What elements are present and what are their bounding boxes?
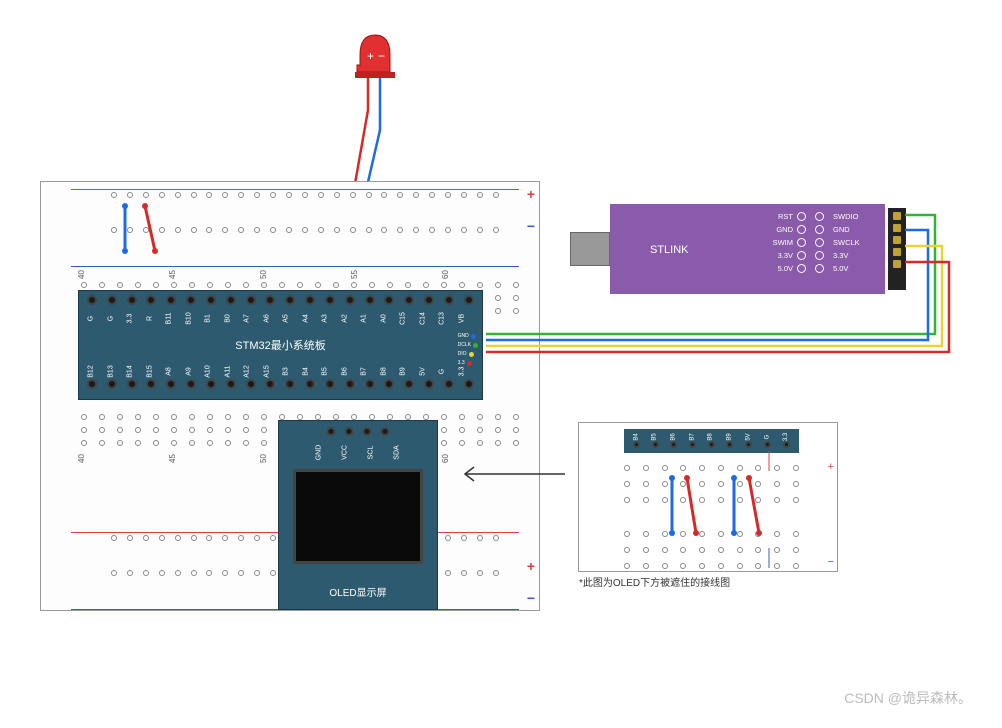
svg-text:+: + xyxy=(367,49,374,63)
rail-minus-bot: − xyxy=(527,590,535,606)
oled-module: GNDVCCSCLSDA OLED显示屏 xyxy=(278,420,438,610)
oled-title: OLED显示屏 xyxy=(329,584,386,599)
stlink-usb-connector xyxy=(570,232,610,266)
stlink-programmer: STLINK RSTSWDIOGNDGNDSWIMSWCLK3.3V3.3V5.… xyxy=(610,204,885,294)
rail-plus-bot: + xyxy=(527,558,535,574)
stm32-board: STM32最小系统板 GG3.3RB11B10B1B0A7A6A5A4A3A2A… xyxy=(78,290,483,400)
inset-wires xyxy=(579,423,839,573)
stm32-title: STM32最小系统板 xyxy=(235,337,325,353)
oled-pin-row xyxy=(327,427,390,436)
inset-caption: *此图为OLED下方被遮住的接线图 xyxy=(579,574,730,589)
svg-text:−: − xyxy=(378,49,385,63)
wiring-detail-inset: B4B5B6B7B8B95VG3.3 + − *此图为OLED下方被遮住的接线图 xyxy=(578,422,838,572)
oled-screen xyxy=(293,469,423,564)
watermark: CSDN @诡异森林。 xyxy=(844,688,972,708)
arrow-icon xyxy=(460,464,570,484)
stlink-pin-grid: RSTSWDIOGNDGNDSWIMSWCLK3.3V3.3V5.0V5.0V xyxy=(753,212,873,273)
rail-plus-top: + xyxy=(527,186,535,202)
jumper-wires-left xyxy=(115,196,175,296)
stlink-output-header xyxy=(888,208,906,290)
stlink-title: STLINK xyxy=(650,244,689,256)
stm32-debug-header: GNDDCLKDIO3.3 xyxy=(458,333,478,366)
stm32-top-pin-row xyxy=(87,295,474,311)
stm32-bot-pin-row xyxy=(87,379,474,395)
rail-minus-top: − xyxy=(527,218,535,234)
